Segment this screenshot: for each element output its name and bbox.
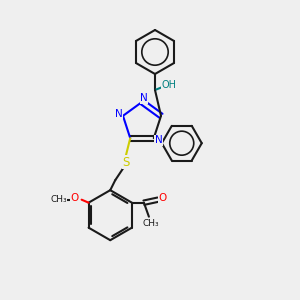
Text: OH: OH <box>161 80 176 90</box>
Text: O: O <box>159 193 167 203</box>
Text: N: N <box>155 135 163 145</box>
Text: CH₃: CH₃ <box>142 219 159 228</box>
Text: CH₃: CH₃ <box>50 195 67 204</box>
Text: N: N <box>140 93 148 103</box>
Text: N: N <box>115 109 123 119</box>
Text: O: O <box>70 193 79 203</box>
Text: S: S <box>123 156 130 169</box>
